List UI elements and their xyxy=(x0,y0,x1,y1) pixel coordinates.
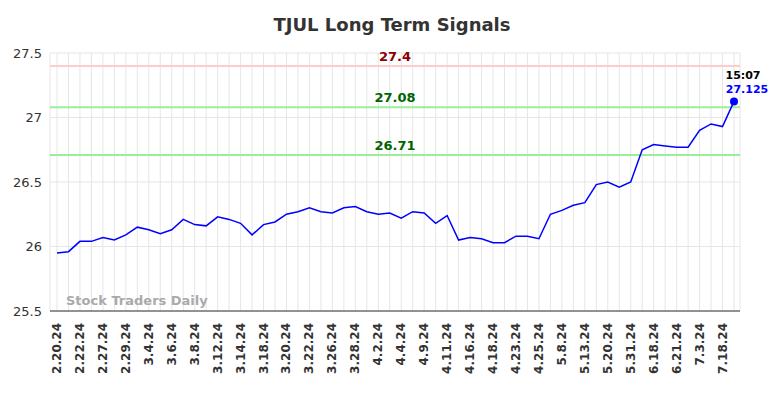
svg-text:27.125: 27.125 xyxy=(726,83,768,96)
svg-text:3.6.24: 3.6.24 xyxy=(165,323,179,366)
svg-text:4.18.24: 4.18.24 xyxy=(486,323,500,374)
svg-text:3.8.24: 3.8.24 xyxy=(188,323,202,366)
svg-text:2.27.24: 2.27.24 xyxy=(96,323,110,374)
svg-text:27.08: 27.08 xyxy=(374,90,415,105)
svg-text:3.4.24: 3.4.24 xyxy=(142,323,156,366)
svg-text:4.11.24: 4.11.24 xyxy=(440,323,454,374)
svg-text:6.18.24: 6.18.24 xyxy=(647,323,661,374)
svg-text:26: 26 xyxy=(25,239,42,254)
svg-text:3.14.24: 3.14.24 xyxy=(234,323,248,374)
svg-text:15:07: 15:07 xyxy=(725,69,760,82)
svg-text:3.20.24: 3.20.24 xyxy=(279,323,293,374)
html-text:TJUL Long Term Signals: TJUL Long Term Signals xyxy=(273,14,511,35)
svg-text:3.18.24: 3.18.24 xyxy=(257,323,271,374)
svg-text:4.25.24: 4.25.24 xyxy=(532,323,546,374)
svg-text:2.22.24: 2.22.24 xyxy=(73,323,87,374)
svg-text:5.31.24: 5.31.24 xyxy=(624,323,638,374)
svg-text:2.20.24: 2.20.24 xyxy=(50,323,64,374)
svg-text:5.13.24: 5.13.24 xyxy=(578,323,592,374)
svg-text:3.26.24: 3.26.24 xyxy=(325,323,339,374)
svg-text:5.20.24: 5.20.24 xyxy=(601,323,615,374)
svg-text:27: 27 xyxy=(25,110,42,125)
svg-text:25.5: 25.5 xyxy=(13,304,42,319)
svg-text:2.29.24: 2.29.24 xyxy=(119,323,133,374)
svg-text:4.16.24: 4.16.24 xyxy=(463,323,477,374)
svg-text:4.4.24: 4.4.24 xyxy=(394,323,408,366)
svg-text:4.9.24: 4.9.24 xyxy=(417,323,431,366)
svg-text:3.22.24: 3.22.24 xyxy=(302,323,316,374)
svg-text:27.5: 27.5 xyxy=(13,46,42,61)
svg-text:6.21.24: 6.21.24 xyxy=(670,323,684,374)
svg-text:7.18.24: 7.18.24 xyxy=(716,323,730,374)
svg-text:27.4: 27.4 xyxy=(379,49,411,64)
svg-text:7.3.24: 7.3.24 xyxy=(693,323,707,366)
svg-text:26.71: 26.71 xyxy=(374,138,415,153)
svg-text:4.2.24: 4.2.24 xyxy=(371,323,385,366)
svg-text:26.5: 26.5 xyxy=(13,175,42,190)
html-text:Stock Traders Daily: Stock Traders Daily xyxy=(66,293,208,308)
svg-text:4.23.24: 4.23.24 xyxy=(509,323,523,374)
svg-text:3.28.24: 3.28.24 xyxy=(348,323,362,374)
svg-text:3.12.24: 3.12.24 xyxy=(211,323,225,374)
svg-text:5.8.24: 5.8.24 xyxy=(555,323,569,366)
